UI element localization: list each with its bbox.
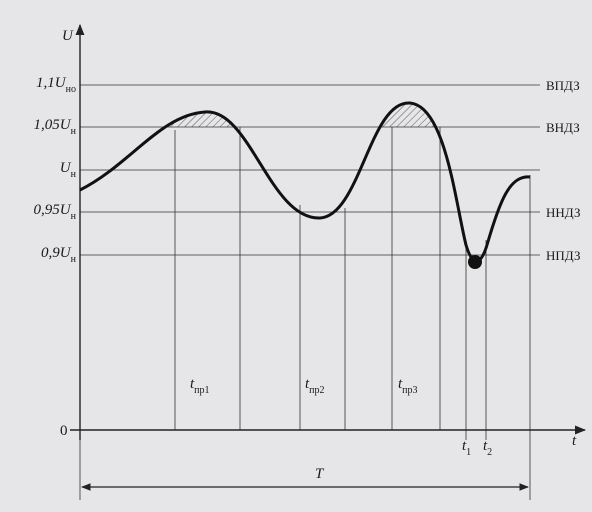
zone-label: ННДЗ [546,205,580,220]
time-label-main: t [305,376,310,392]
level-label-sub: н [71,254,77,265]
level-label-sub: н [71,169,77,180]
level-label-main: 1,1U [36,75,67,91]
level-label: 1,05Uн [34,117,77,137]
level-label: 0,95Uн [34,202,77,222]
time-label: t1 [462,438,471,458]
time-label-sub: 2 [487,447,492,458]
level-label-sub: но [66,84,76,95]
level-label: 1,1Uно [36,75,76,95]
time-label-sub: пр2 [309,385,324,396]
zone-label: ВПДЗ [546,78,580,93]
period-label: T [315,466,325,482]
dip-point [468,255,482,269]
level-label-sub: н [71,126,77,137]
time-label-main: t [462,438,467,454]
time-label: t2 [483,438,492,458]
time-label: tпр2 [305,376,325,396]
time-label-sub: пр3 [402,385,417,396]
zone-label: НПДЗ [546,248,580,263]
level-label: 0,9Uн [41,245,77,265]
time-label-sub: пр1 [194,385,209,396]
time-label-sub: 1 [466,447,471,458]
level-label-main: 0,9U [41,245,72,261]
level-label-main: 0,95U [34,202,72,218]
level-label-sub: н [71,211,77,222]
level-label-main: 1,05U [34,117,72,133]
y-axis-label: U [62,28,74,44]
axes [70,23,587,491]
grid [79,84,540,500]
time-label-main: t [483,438,488,454]
time-label-main: t [398,376,403,392]
zone-label: ВНДЗ [546,120,580,135]
level-label-main: U [60,160,72,176]
time-label-main: t [190,376,195,392]
time-label: tпр1 [190,376,210,396]
level-label: Uн [60,160,77,180]
voltage-curve [79,101,531,263]
time-label: tпр3 [398,376,418,396]
x-axis-label: t [572,433,577,449]
origin-label: 0 [60,423,68,439]
